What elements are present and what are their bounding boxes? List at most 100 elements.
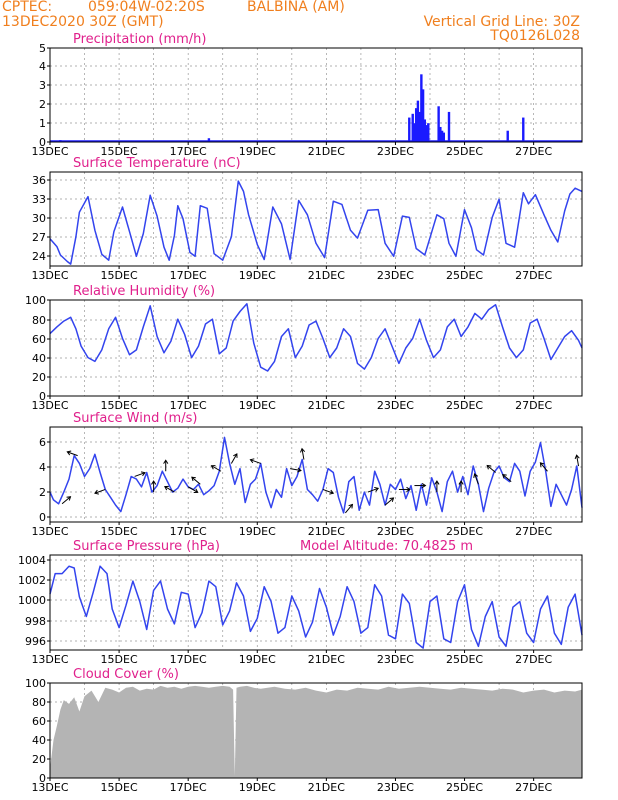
precip-panel: 0 1 2 3 4 5 13DEC 15DEC 17DEC 19DEC 21DEC 23DEC 25DE… xyxy=(31,32,583,158)
wind-x-tick-label: 13DEC xyxy=(31,525,68,538)
temp-y-tick-label: 33 xyxy=(32,193,46,206)
temp-x-tick-label: 17DEC xyxy=(170,269,207,282)
rh-series-line xyxy=(49,303,583,372)
press-x-tick-label: 25DEC xyxy=(446,653,483,666)
temp-x-tick-label: 13DEC xyxy=(31,269,68,282)
wind-frame xyxy=(49,426,583,523)
wind-arrow-head xyxy=(163,459,169,464)
wind-arrow-head xyxy=(233,453,238,458)
precip-y-tick-label: 5 xyxy=(39,42,46,55)
rh-x-tick-label: 23DEC xyxy=(377,399,414,412)
press-y-tick-label: 998 xyxy=(25,615,46,628)
precip-x-tick-label: 13DEC xyxy=(31,145,68,158)
temp-x-tick-label: 23DEC xyxy=(377,269,414,282)
header-coords: 059:04W-02:20S xyxy=(88,0,205,15)
precip-bar xyxy=(411,113,414,142)
cloud-x-tick-label: 15DEC xyxy=(101,781,138,794)
press-x-tick-label: 17DEC xyxy=(170,653,207,666)
wind-arrow-head xyxy=(140,471,146,477)
press-x-tick-label: 13DEC xyxy=(31,653,68,666)
wind-y-tick-label: 6 xyxy=(39,436,46,449)
cloud-y-tick-label: 0 xyxy=(39,772,46,785)
wind-arrow xyxy=(230,453,238,464)
wind-title: Surface Wind (m/s) xyxy=(73,411,197,426)
wind-y-tick-label: 0 xyxy=(39,511,46,524)
precip-title: Precipitation (mm/h) xyxy=(73,32,206,47)
temp-y-tick-label: 36 xyxy=(32,174,46,187)
wind-arrow xyxy=(367,487,379,493)
press-series-line xyxy=(49,565,583,649)
wind-x-tick-label: 17DEC xyxy=(170,525,207,538)
wind-arrow xyxy=(94,488,106,494)
header-source: CPTEC: xyxy=(2,0,52,15)
wind-arrow-head xyxy=(66,496,72,501)
wind-arrow-head xyxy=(193,488,199,494)
wind-arrow-head xyxy=(297,467,302,473)
wind-arrow-head xyxy=(473,473,479,478)
rh-panel: 0 20 40 60 80 100 13DEC 15DEC 17DEC 19DEC 21DEC 23D… xyxy=(25,284,583,412)
wind-arrow xyxy=(474,473,479,485)
wind-x-tick-label: 19DEC xyxy=(239,525,276,538)
wind-arrow xyxy=(134,472,146,477)
wind-arrow xyxy=(164,486,175,493)
cloud-area xyxy=(50,685,582,778)
wind-arrow-head xyxy=(329,489,335,495)
precip-x-tick-label: 23DEC xyxy=(377,145,414,158)
rh-x-tick-label: 19DEC xyxy=(239,399,276,412)
cloud-x-tick-label: 23DEC xyxy=(377,781,414,794)
wind-arrow-head xyxy=(421,482,427,489)
press-x-tick-label: 19DEC xyxy=(239,653,276,666)
cloud-y-tick-label: 40 xyxy=(32,734,46,747)
wind-y-tick-label: 2 xyxy=(39,486,46,499)
cloud-x-tick-label: 19DEC xyxy=(239,781,276,794)
wind-arrow-head xyxy=(151,480,157,485)
rh-y-tick-label: 20 xyxy=(32,371,46,384)
temp-y-tick-label: 24 xyxy=(32,250,46,263)
precip-x-tick-label: 27DEC xyxy=(515,145,552,158)
cloud-y-tick-label: 20 xyxy=(32,753,46,766)
cloud-frame xyxy=(49,682,583,779)
precip-bar xyxy=(522,117,525,142)
temp-x-tick-label: 27DEC xyxy=(515,269,552,282)
precip-bar xyxy=(425,125,428,142)
precip-bar xyxy=(408,117,411,142)
precip-bar xyxy=(416,100,420,142)
wind-arrow-head xyxy=(191,476,196,482)
cloud-title: Cloud Cover (%) xyxy=(73,667,179,682)
model-altitude: Model Altitude: 70.4825 m xyxy=(300,539,473,554)
precip-bar xyxy=(506,130,509,142)
wind-arrow-head xyxy=(249,458,255,464)
precip-bar xyxy=(437,106,440,142)
temp-x-tick-label: 15DEC xyxy=(101,269,138,282)
cloud-x-tick-label: 21DEC xyxy=(308,781,345,794)
rh-x-tick-label: 21DEC xyxy=(308,399,345,412)
precip-bar xyxy=(423,119,427,142)
rh-x-tick-label: 25DEC xyxy=(446,399,483,412)
temp-x-tick-label: 19DEC xyxy=(239,269,276,282)
cloud-panel: 0 20 40 60 80 100 13DEC 15DEC 17DEC 19DEC 21DEC 23D… xyxy=(25,667,583,794)
wind-arrow-head xyxy=(458,480,464,485)
temp-y-tick-label: 27 xyxy=(32,231,46,244)
rh-x-tick-label: 27DEC xyxy=(515,399,552,412)
precip-y-tick-label: 1 xyxy=(39,117,46,130)
precip-frame xyxy=(49,47,583,143)
header-grid-note: Vertical Grid Line: 30Z xyxy=(424,14,580,30)
precip-y-tick-label: 3 xyxy=(39,79,46,92)
press-y-tick-label: 1000 xyxy=(18,594,46,607)
precip-bar xyxy=(427,123,430,142)
wind-arrow xyxy=(301,448,305,460)
wind-arrow-head xyxy=(374,486,380,492)
wind-arrow xyxy=(344,504,353,514)
press-y-tick-label: 1004 xyxy=(18,554,46,567)
wind-arrow xyxy=(250,459,261,464)
press-y-tick-label: 1002 xyxy=(18,574,46,587)
precip-bar xyxy=(420,74,423,142)
wind-x-tick-label: 15DEC xyxy=(101,525,138,538)
precip-y-tick-label: 4 xyxy=(39,60,46,73)
wind-arrow xyxy=(576,455,580,467)
rh-x-tick-label: 13DEC xyxy=(31,399,68,412)
rh-y-tick-label: 100 xyxy=(25,294,46,307)
precip-bar xyxy=(421,89,425,142)
wind-arrow-head xyxy=(406,486,411,493)
